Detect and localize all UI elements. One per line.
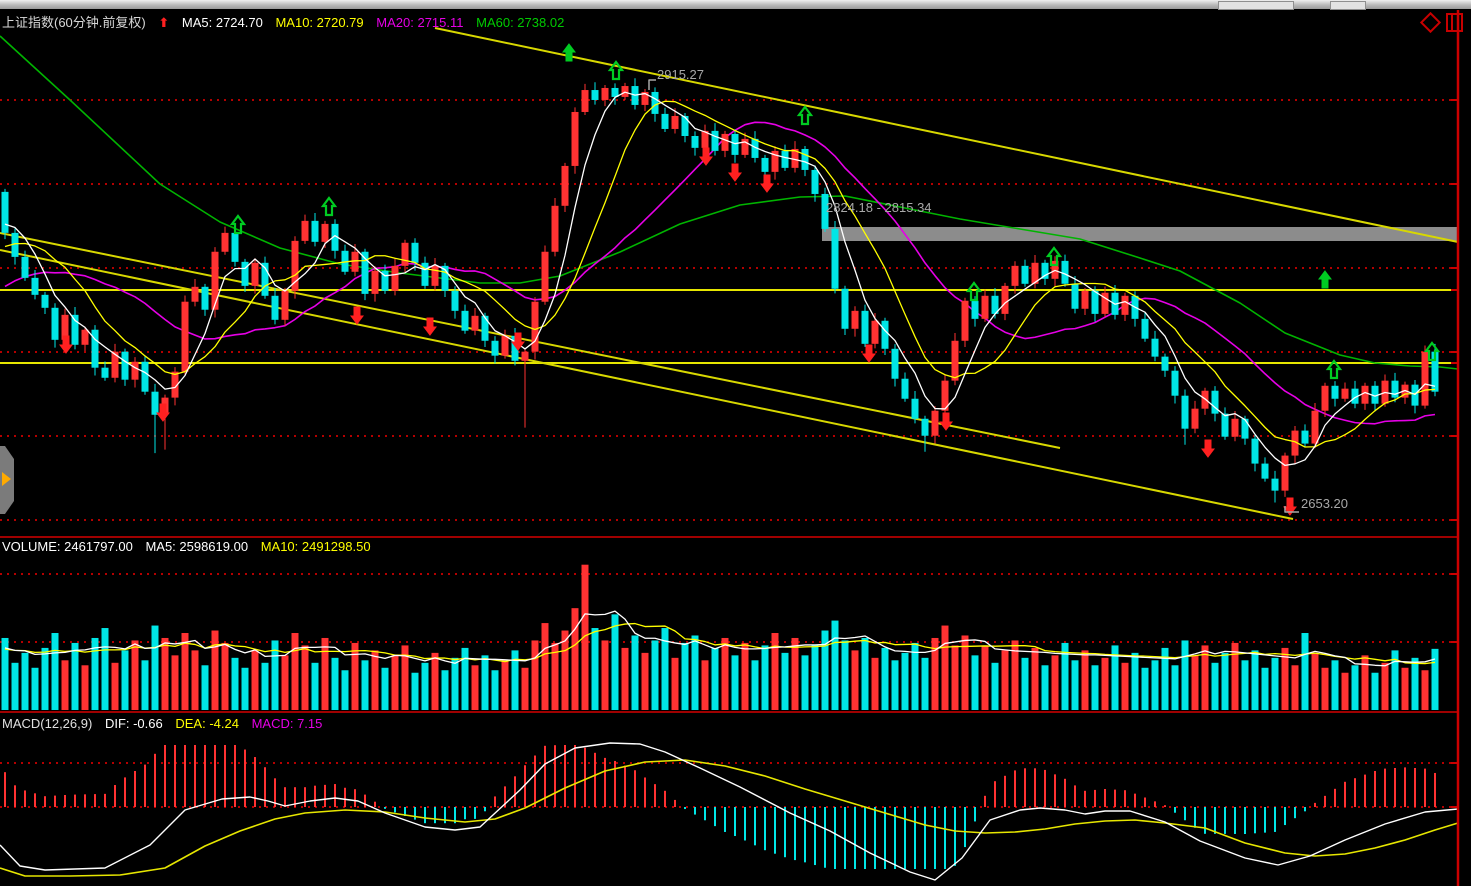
dif-readout: DIF: -0.66 (104, 716, 163, 731)
ma20-readout: MA20: 2715.11 (376, 15, 464, 30)
volume-ma5-readout: MA5: 2598619.00 (145, 539, 249, 554)
volume-pane-header: VOLUME: 2461797.00 MA5: 2598619.00 MA10:… (2, 539, 380, 554)
low-price-label: 2653.20 (1301, 496, 1348, 511)
symbol-title: 上证指数(60分钟.前复权) (2, 15, 146, 30)
volume-readout: VOLUME: 2461797.00 (2, 539, 133, 554)
price-pane-header: 上证指数(60分钟.前复权) ⬆ MA5: 2724.70 MA10: 2720… (2, 12, 573, 31)
up-arrow-icon: ⬆ (158, 15, 170, 30)
split-window-icon[interactable] (1446, 13, 1463, 32)
window-button-segment[interactable] (1218, 1, 1294, 10)
volume-ma10-readout: MA10: 2491298.50 (260, 539, 371, 554)
macd-readout: MACD: 7.15 (251, 716, 323, 731)
sidebar-expand-handle[interactable] (0, 446, 14, 514)
ma10-readout: MA10: 2720.79 (275, 15, 364, 30)
window-button-segment[interactable] (1330, 1, 1366, 10)
ma5-readout: MA5: 2724.70 (181, 15, 263, 30)
peak-price-label: 2915.27 (657, 67, 704, 82)
range-price-label: 2824.18 - 2815.34 (826, 200, 932, 215)
macd-pane-header: MACD(12,26,9) DIF: -0.66 DEA: -4.24 MACD… (2, 716, 331, 731)
ma60-readout: MA60: 2738.02 (476, 15, 565, 30)
dea-readout: DEA: -4.24 (175, 716, 239, 731)
window-title-strip (0, 0, 1471, 10)
macd-name: MACD(12,26,9) (2, 716, 93, 731)
expand-arrow-icon (2, 472, 11, 486)
